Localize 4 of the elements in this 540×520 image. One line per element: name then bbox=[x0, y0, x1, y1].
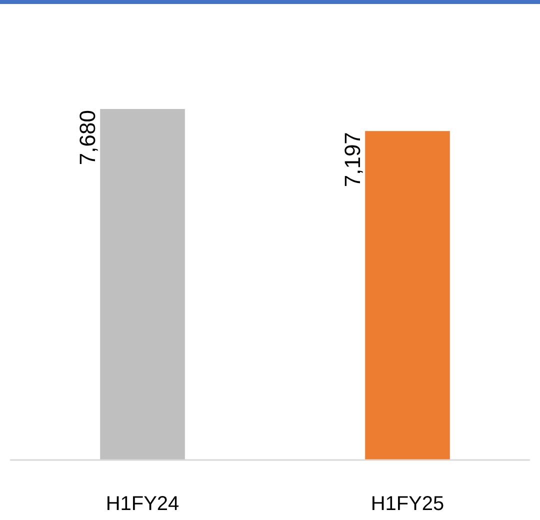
data-label: 7,197 bbox=[340, 132, 365, 188]
x-tick-label: H1FY25 bbox=[370, 493, 444, 516]
data-label: 7,680 bbox=[74, 110, 100, 166]
x-tick-label: H1FY24 bbox=[106, 493, 180, 516]
